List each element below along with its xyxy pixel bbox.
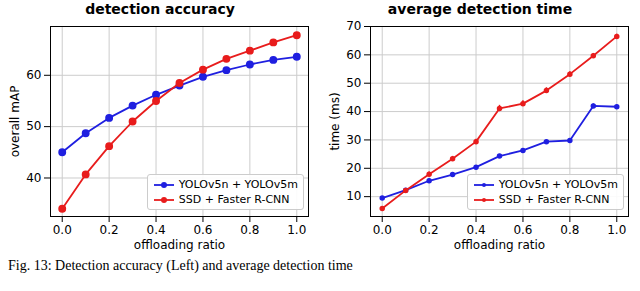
svg-text:0.6: 0.6	[193, 223, 212, 237]
svg-text:70: 70	[346, 19, 361, 33]
svg-text:0.4: 0.4	[146, 223, 165, 237]
html-text:average detection time: average detection time	[387, 1, 573, 17]
svg-text:50: 50	[346, 76, 361, 90]
html-text:YOLOv5n + YOLOv5m: YOLOv5n + YOLOv5m	[498, 178, 618, 191]
svg-text:1.0: 1.0	[287, 223, 306, 237]
svg-text:1.0: 1.0	[607, 223, 626, 237]
svg-text:40: 40	[26, 171, 41, 185]
svg-text:0.4: 0.4	[466, 223, 485, 237]
svg-text:0.6: 0.6	[513, 223, 532, 237]
svg-text:time (ms): time (ms)	[328, 92, 342, 150]
svg-text:30: 30	[346, 133, 361, 147]
html-text:SSD + Faster R-CNN: SSD + Faster R-CNN	[498, 193, 610, 206]
svg-text:0.2: 0.2	[420, 223, 439, 237]
svg-text:40: 40	[346, 104, 361, 118]
svg-text:60: 60	[346, 48, 361, 62]
svg-text:offloading ratio: offloading ratio	[134, 238, 225, 252]
svg-text:50: 50	[26, 119, 41, 133]
svg-text:60: 60	[26, 68, 41, 82]
svg-text:offloading ratio: offloading ratio	[454, 238, 545, 252]
svg-text:overall mAP: overall mAP	[8, 86, 22, 158]
svg-text:0.8: 0.8	[560, 223, 579, 237]
html-text:SSD + Faster R-CNN: SSD + Faster R-CNN	[178, 193, 290, 206]
svg-text:10: 10	[346, 189, 361, 203]
html-text:YOLOv5n + YOLOv5m: YOLOv5n + YOLOv5m	[178, 178, 298, 191]
svg-text:0.8: 0.8	[240, 223, 259, 237]
svg-text:0.2: 0.2	[100, 223, 119, 237]
html-text:detection accuracy: detection accuracy	[85, 1, 235, 17]
svg-text:20: 20	[346, 161, 361, 175]
svg-text:0.0: 0.0	[53, 223, 72, 237]
html-text:Fig. 13: Detection accuracy (L: Fig. 13: Detection accuracy (Left) and a…	[8, 258, 353, 273]
svg-text:0.0: 0.0	[373, 223, 392, 237]
